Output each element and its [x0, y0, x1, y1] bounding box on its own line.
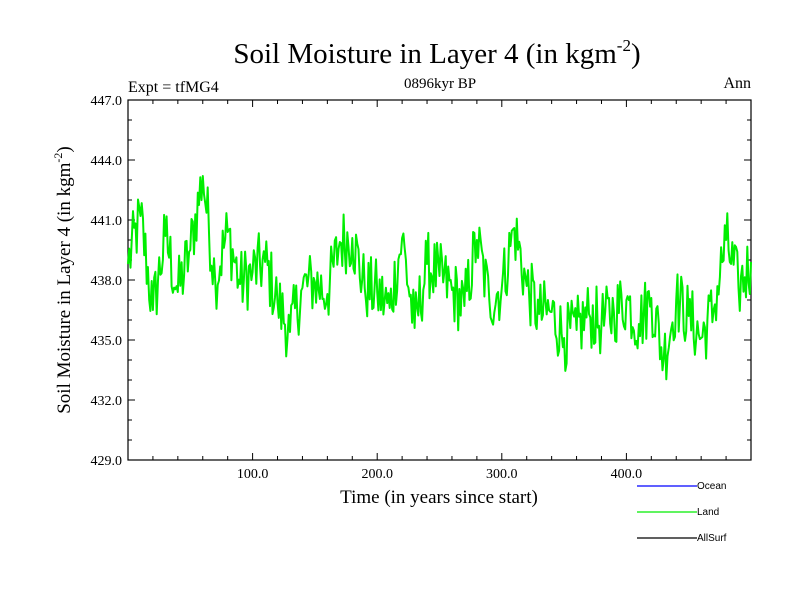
legend-label-allsurf: AllSurf: [697, 533, 727, 544]
y-tick-label: 447.0: [91, 94, 123, 109]
y-tick-label: 429.0: [91, 454, 123, 469]
series-line-land: [127, 175, 752, 381]
x-axis: 100.0 200.0 300.0 400.0: [152, 100, 727, 482]
season-label: Ann: [723, 75, 751, 92]
x-axis-title: Time (in years since start): [340, 487, 538, 508]
legend-label-land: Land: [697, 507, 719, 518]
y-tick-label: 435.0: [91, 334, 123, 349]
chart-title: Soil Moisture in Layer 4 (in kgm-2): [233, 36, 640, 70]
y-axis-title: Soil Moisture in Layer 4 (in kgm-2): [51, 146, 75, 414]
x-tick-label: 300.0: [486, 467, 518, 482]
legend-label-ocean: Ocean: [697, 481, 726, 492]
x-tick-label: 400.0: [611, 467, 643, 482]
y-tick-label: 432.0: [91, 394, 123, 409]
x-tick-label: 200.0: [361, 467, 393, 482]
y-tick-label: 438.0: [91, 274, 123, 289]
legend: Ocean Land AllSurf: [637, 481, 727, 544]
plot-area: 429.0 432.0 435.0 438.0 441.0 444.0 447.0 100.…: [91, 94, 752, 482]
experiment-label: Expt = tfMG4: [128, 79, 219, 96]
series-layer: [127, 175, 752, 381]
y-tick-label: 444.0: [91, 154, 123, 169]
chart-subtitle: 0896kyr BP: [404, 76, 476, 92]
y-tick-label: 441.0: [91, 214, 123, 229]
x-tick-label: 100.0: [237, 467, 269, 482]
plot-frame: [127, 99, 752, 461]
